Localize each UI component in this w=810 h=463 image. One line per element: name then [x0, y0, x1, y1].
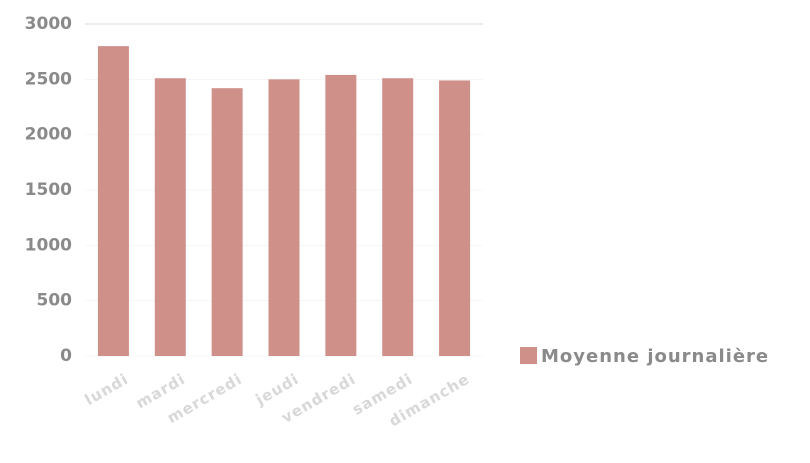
bar — [325, 74, 357, 356]
legend-label: Moyenne journalière — [541, 346, 769, 367]
legend-swatch — [520, 347, 537, 364]
y-tick-label: 500 — [37, 291, 73, 311]
y-tick-label: 0 — [60, 346, 72, 366]
bar — [154, 78, 186, 356]
y-tick-label: 1000 — [25, 235, 72, 255]
x-tick-label: lundi — [82, 370, 132, 409]
bar — [97, 46, 129, 357]
bar — [211, 88, 243, 356]
y-tick-label: 2000 — [25, 125, 72, 145]
bar — [439, 80, 471, 356]
y-tick-label: 3000 — [25, 14, 72, 34]
y-tick-label: 1500 — [25, 180, 72, 200]
bar — [382, 78, 414, 356]
y-tick-label: 2500 — [25, 69, 72, 89]
bar — [268, 79, 300, 356]
